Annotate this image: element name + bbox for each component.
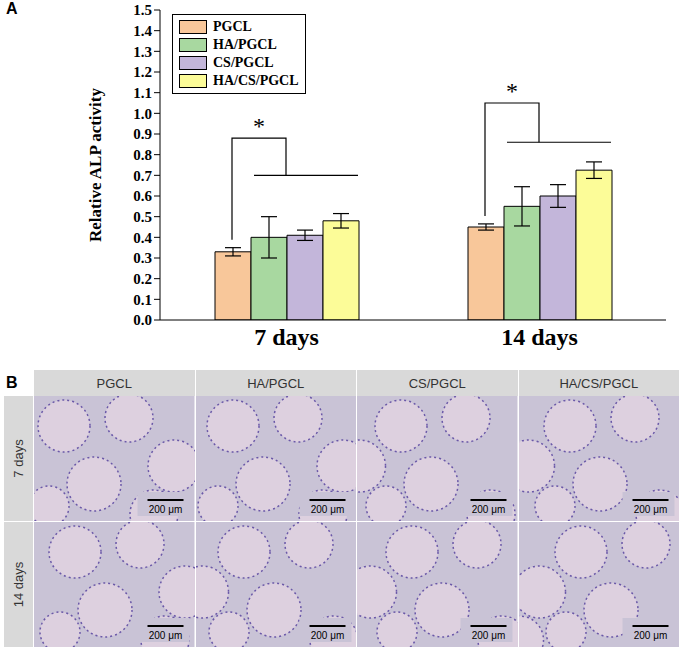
html-text:HA/CS/PGCL: HA/CS/PGCL (213, 73, 299, 88)
svg-text:200 μm: 200 μm (310, 504, 344, 515)
html-text:CS/PGCL: CS/PGCL (408, 375, 466, 391)
html-text:7 days: 7 days (11, 439, 26, 478)
svg-text:200 μm: 200 μm (149, 504, 183, 515)
svg-text:0.4: 0.4 (133, 230, 152, 246)
svg-text:14 days: 14 days (501, 324, 578, 350)
html-text:HA/PGCL: HA/PGCL (213, 37, 277, 52)
svg-text:200 μm: 200 μm (633, 504, 667, 515)
svg-text:Relative ALP activity: Relative ALP activity (86, 88, 105, 242)
svg-text:200 μm: 200 μm (472, 504, 506, 515)
html-text:CS/PGCL: CS/PGCL (213, 55, 274, 70)
svg-text:1.0: 1.0 (133, 106, 152, 122)
svg-text:1.4: 1.4 (133, 23, 152, 39)
svg-text:200 μm: 200 μm (472, 630, 506, 641)
svg-text:1.2: 1.2 (133, 64, 152, 80)
html-text:PGCL: PGCL (213, 19, 252, 34)
svg-text:0.7: 0.7 (133, 168, 152, 184)
svg-text:*: * (253, 113, 265, 139)
html-text:B: B (6, 374, 18, 391)
svg-text:1.5: 1.5 (133, 2, 152, 18)
svg-text:7 days: 7 days (254, 324, 319, 350)
svg-text:0.0: 0.0 (133, 312, 152, 328)
svg-text:0.2: 0.2 (133, 271, 152, 287)
html-text:A: A (6, 0, 18, 17)
svg-text:0.8: 0.8 (133, 147, 152, 163)
svg-text:0.5: 0.5 (133, 209, 152, 225)
svg-text:1.3: 1.3 (133, 44, 152, 60)
html-text:PGCL: PGCL (96, 375, 132, 391)
svg-text:0.3: 0.3 (133, 250, 152, 266)
svg-text:200 μm: 200 μm (149, 630, 183, 641)
html-text:HA/CS/PGCL: HA/CS/PGCL (559, 375, 639, 391)
svg-text:200 μm: 200 μm (310, 630, 344, 641)
svg-text:0.1: 0.1 (133, 292, 152, 308)
svg-text:1.1: 1.1 (133, 85, 152, 101)
html-text:HA/PGCL: HA/PGCL (247, 375, 305, 391)
svg-text:0.6: 0.6 (133, 188, 152, 204)
svg-text:*: * (506, 78, 518, 104)
svg-text:200 μm: 200 μm (633, 630, 667, 641)
html-text:14 days: 14 days (11, 561, 26, 608)
svg-text:0.9: 0.9 (133, 126, 152, 142)
